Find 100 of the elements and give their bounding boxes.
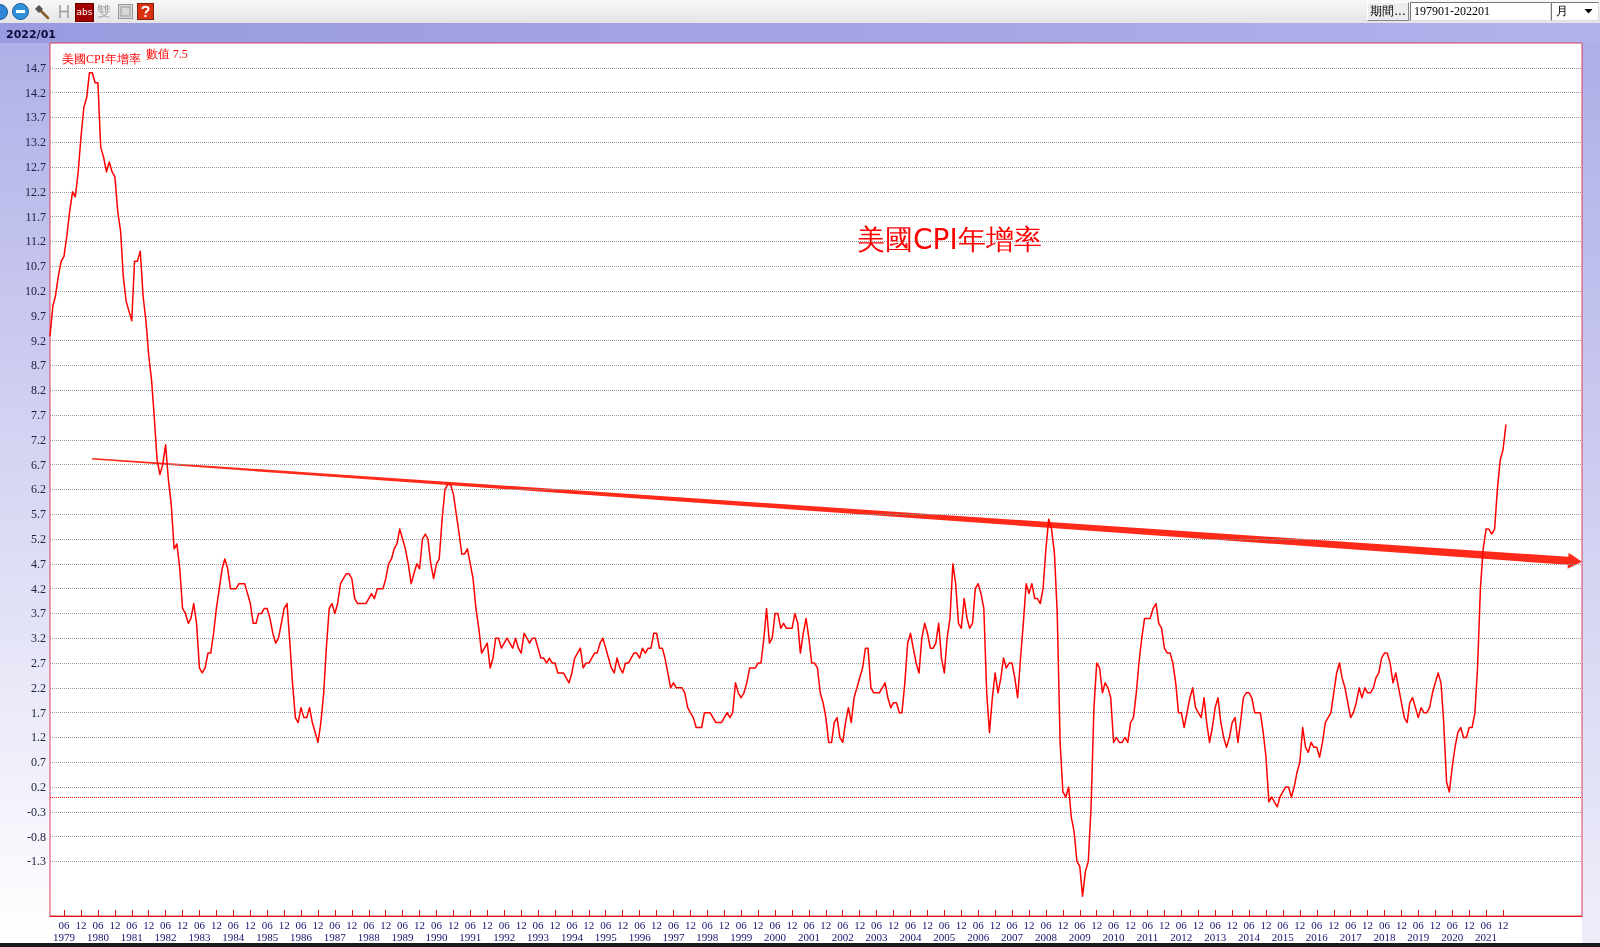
x-tick-label: 12 bbox=[312, 919, 324, 931]
x-tick-label: 12 bbox=[1429, 919, 1441, 931]
x-tick-label: 12 bbox=[989, 919, 1001, 931]
x-tick-label: 06 2010 bbox=[1102, 919, 1126, 943]
x-tick-label: 06 2018 bbox=[1373, 919, 1396, 943]
x-tick-label: 06 1986 bbox=[290, 919, 313, 943]
badge-icon: abs bbox=[75, 3, 94, 22]
y-tick-label: 10.7 bbox=[25, 259, 46, 274]
y-tick-label: 0.7 bbox=[31, 755, 46, 770]
y-tick-label: 4.7 bbox=[31, 556, 46, 571]
x-tick-label: 06 1990 bbox=[425, 919, 448, 943]
x-tick-label: 06 2005 bbox=[933, 919, 956, 943]
x-tick-label: 12 bbox=[921, 919, 933, 931]
y-tick-label: 8.2 bbox=[31, 383, 46, 398]
text: 月 bbox=[1556, 3, 1568, 20]
x-tick-label: 06 2016 bbox=[1305, 919, 1329, 943]
x-tick-label: 12 bbox=[583, 919, 595, 931]
x-tick-label: 06 1993 bbox=[527, 919, 550, 943]
y-tick-label: 13.7 bbox=[25, 110, 46, 125]
x-tick-label: 12 bbox=[1260, 919, 1272, 931]
y-tick-label: 9.7 bbox=[31, 308, 46, 323]
x-tick-label: 06 1999 bbox=[730, 919, 753, 943]
x-tick-label: 06 1985 bbox=[256, 919, 279, 943]
x-tick-label: 12 bbox=[177, 919, 189, 931]
x-tick-label: 12 bbox=[1328, 919, 1340, 931]
x-tick-label: 12 bbox=[447, 919, 459, 931]
x-tick-label: 12 bbox=[75, 919, 87, 931]
y-tick-label: 8.7 bbox=[31, 358, 46, 373]
x-tick-label: 06 2007 bbox=[1001, 919, 1024, 943]
x-tick-label: 06 2011 bbox=[1136, 919, 1159, 943]
x-tick-label: 06 1995 bbox=[594, 919, 618, 943]
x-tick-label: 12 bbox=[1362, 919, 1374, 931]
y-tick-label: 5.2 bbox=[31, 532, 46, 547]
y-tick-label: 7.2 bbox=[31, 432, 46, 447]
y-tick-label: 0.2 bbox=[31, 780, 46, 795]
x-tick-label: 12 bbox=[684, 919, 696, 931]
x-tick-label: 12 bbox=[786, 919, 798, 931]
x-tick-label: 12 bbox=[718, 919, 730, 931]
x-tick-label: 06 2020 bbox=[1441, 919, 1464, 943]
x-tick-label: 06 1983 bbox=[188, 919, 211, 943]
y-tick-label: 6.2 bbox=[31, 482, 46, 497]
annotation: 數值 7.5 bbox=[145, 47, 188, 61]
x-tick-label: 12 bbox=[414, 919, 426, 931]
x-tick-label: 12 bbox=[617, 919, 629, 931]
x-tick-label: 06 1998 bbox=[696, 919, 719, 943]
y-tick-label: 1.7 bbox=[31, 705, 46, 720]
x-tick-label: 06 2004 bbox=[899, 919, 922, 943]
x-tick-label: 06 1996 bbox=[628, 919, 652, 943]
x-tick-label: 12 bbox=[1294, 919, 1306, 931]
x-tick-label: 06 2012 bbox=[1170, 919, 1193, 943]
x-tick-label: 06 1988 bbox=[357, 919, 381, 943]
y-tick-label: 9.2 bbox=[31, 333, 46, 348]
x-tick-label: 12 bbox=[820, 919, 832, 931]
x-tick-label: 06 2015 bbox=[1271, 919, 1295, 943]
y-tick-label: 7.7 bbox=[31, 408, 46, 423]
x-tick-label: 06 1994 bbox=[560, 919, 584, 943]
x-tick-label: 12 bbox=[143, 919, 155, 931]
x-tick-label: 12 bbox=[515, 919, 527, 931]
x-tick-label: 12 bbox=[651, 919, 663, 931]
y-tick-label: -0.8 bbox=[27, 829, 46, 844]
x-tick-label: 06 1989 bbox=[391, 919, 415, 943]
x-tick-label: 12 bbox=[380, 919, 392, 931]
x-tick-label: 12 bbox=[109, 919, 121, 931]
y-tick-label: 12.2 bbox=[25, 184, 46, 199]
series-label: 美國CPI年增率 bbox=[62, 52, 141, 66]
x-tick-label: 12 bbox=[955, 919, 967, 931]
y-tick-label: 12.7 bbox=[25, 160, 46, 175]
y-tick-label: 13.2 bbox=[25, 135, 46, 150]
x-tick-label: 12 bbox=[1023, 919, 1035, 931]
x-tick-label: 12 bbox=[1463, 919, 1475, 931]
x-tick-label: 06 1987 bbox=[323, 919, 347, 943]
x-tick-label: 12 bbox=[244, 919, 256, 931]
text: 美國CPI年增率 bbox=[857, 222, 1042, 256]
x-tick-label: 12 bbox=[888, 919, 900, 931]
y-tick-label: 14.7 bbox=[25, 60, 46, 75]
x-tick-label: 12 bbox=[1057, 919, 1069, 931]
glyph-icon: 雙 bbox=[97, 2, 111, 21]
x-tick-label: 06 2013 bbox=[1204, 919, 1227, 943]
x-tick-label: 06 2000 bbox=[764, 919, 787, 943]
x-tick-label: 06 1979 bbox=[53, 919, 76, 943]
y-tick-label: 3.7 bbox=[31, 606, 46, 621]
x-tick-label: 06 2009 bbox=[1068, 919, 1092, 943]
x-tick-label: 12 bbox=[1091, 919, 1103, 931]
x-tick-label: 12 bbox=[1497, 919, 1509, 931]
x-tick-label: 06 1991 bbox=[459, 919, 482, 943]
x-tick-label: 06 2006 bbox=[967, 919, 990, 943]
x-tick-label: 06 2021 bbox=[1475, 919, 1498, 943]
x-tick-label: 12 bbox=[752, 919, 764, 931]
y-tick-label: 4.2 bbox=[31, 581, 46, 596]
x-tick-label: 06 2017 bbox=[1339, 919, 1363, 943]
x-tick-label: 06 1992 bbox=[493, 919, 516, 943]
x-tick-label: 12 bbox=[1192, 919, 1204, 931]
x-tick-label: 06 2019 bbox=[1407, 919, 1430, 943]
y-tick-label: 11.7 bbox=[25, 209, 46, 224]
x-tick-label: 06 1982 bbox=[154, 919, 177, 943]
y-tick-label: 10.2 bbox=[25, 284, 46, 299]
x-tick-label: 06 2014 bbox=[1238, 919, 1261, 943]
y-tick-label: 2.2 bbox=[31, 680, 46, 695]
x-tick-label: 12 bbox=[278, 919, 290, 931]
x-tick-label: 06 2008 bbox=[1034, 919, 1058, 943]
